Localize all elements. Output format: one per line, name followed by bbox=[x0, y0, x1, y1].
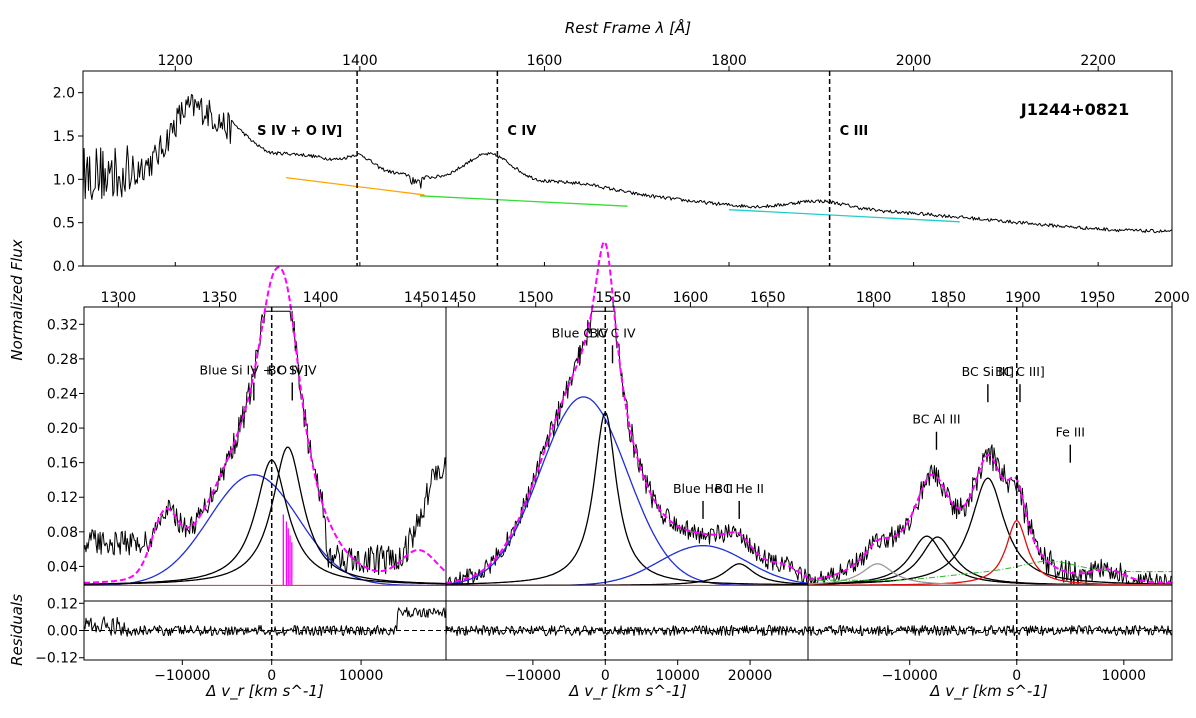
x-axis-title-panel-0: Δ v_r [km s^-1] bbox=[205, 682, 324, 701]
residual-y-tick-label-1: 0.00 bbox=[47, 624, 78, 640]
panel-0-wave-tick-label-1: 1350 bbox=[202, 290, 238, 306]
panel-1-wave-tick-label-3: 1600 bbox=[673, 290, 709, 306]
panel-2-wave-tick-label-1: 1850 bbox=[930, 290, 966, 306]
y-axis-title-flux: Normalized Flux bbox=[8, 239, 26, 360]
panel-1-wave-tick-label-4: 1650 bbox=[750, 290, 786, 306]
top-y-tick-label-2: 1.0 bbox=[53, 172, 75, 188]
panel-2-x-tick-label-1: 0 bbox=[1012, 668, 1021, 684]
panel-2-wave-tick-label-0: 1800 bbox=[856, 290, 892, 306]
panel-2-total-fit bbox=[807, 454, 1172, 584]
top-x-tick-label-4: 2000 bbox=[896, 53, 932, 69]
panel-1-component-1 bbox=[445, 411, 808, 586]
panel-1-annotation-1: BC C IV bbox=[590, 325, 636, 340]
top-y-tick-label-3: 1.5 bbox=[53, 129, 75, 145]
top-y-tick-label-4: 2.0 bbox=[53, 86, 75, 102]
line-label-2: C III bbox=[840, 124, 869, 139]
panel-1-x-tick-label-2: 10000 bbox=[655, 668, 700, 684]
panel-1-x-tick-label-1: 0 bbox=[601, 668, 610, 684]
panel-0-x-tick-label-1: 0 bbox=[267, 668, 276, 684]
panel-1-wave-tick-label-2: 1550 bbox=[595, 290, 631, 306]
continuum-segment-3 bbox=[728, 209, 960, 223]
main-y-tick-label-2: 0.12 bbox=[47, 490, 78, 506]
panel-2-wave-tick-label-3: 1950 bbox=[1080, 290, 1116, 306]
panel-2-component-2 bbox=[808, 477, 1172, 585]
main-y-tick-label-0: 0.04 bbox=[47, 559, 78, 575]
panel-1-spectrum-line bbox=[445, 310, 808, 586]
panel-1-annotation-3: BC He II bbox=[714, 481, 764, 496]
panel-2-annotation-2: BC Al III bbox=[912, 412, 960, 427]
residual-y-tick-label-2: 0.12 bbox=[47, 596, 78, 612]
x-axis-title-panel-2: Δ v_r [km s^-1] bbox=[929, 682, 1048, 701]
top-panel-frame bbox=[82, 70, 1173, 267]
panel-2-feii-template bbox=[808, 560, 1172, 581]
panel-1-x-tick-label-3: 20000 bbox=[728, 668, 773, 684]
panel-0-frame bbox=[83, 306, 447, 602]
object-name: J1244+0821 bbox=[1020, 100, 1129, 119]
panel-1-wave-tick-label-1: 1500 bbox=[518, 290, 554, 306]
panel-1-wave-tick-label-0: 1450 bbox=[441, 290, 477, 306]
panel-0-wave-tick-label-3: 1450 bbox=[404, 290, 440, 306]
panel-0-annotation-1: BC Si IV bbox=[268, 362, 317, 377]
main-y-tick-label-6: 0.28 bbox=[47, 352, 78, 368]
panel-0-spectrum-line bbox=[83, 310, 447, 576]
panel-2-spectrum-line bbox=[807, 444, 1173, 586]
main-y-tick-label-7: 0.32 bbox=[47, 317, 78, 333]
panel-2-residual-line bbox=[807, 624, 1173, 637]
continuum-segment-1 bbox=[285, 176, 425, 196]
panel-0-wave-tick-label-0: 1300 bbox=[101, 290, 137, 306]
panel-1-x-tick-label-0: −10000 bbox=[505, 668, 561, 684]
panel-2-wave-tick-label-4: 2000 bbox=[1154, 290, 1190, 306]
panel-1-annotation-0: Blue C IV bbox=[552, 325, 609, 340]
top-spectrum-line bbox=[82, 94, 1172, 234]
panel-1-frame bbox=[445, 306, 809, 602]
y-axis-title-residuals: Residuals bbox=[8, 594, 26, 666]
top-x-tick-label-5: 2200 bbox=[1080, 53, 1116, 69]
panel-0-x-tick-label-2: 10000 bbox=[339, 668, 384, 684]
panel-2-wave-tick-label-2: 1900 bbox=[1005, 290, 1041, 306]
panel-2-residual-frame bbox=[807, 600, 1173, 661]
line-label-0: S IV + O IV] bbox=[257, 124, 342, 139]
panel-2-annotation-3: Fe III bbox=[1056, 425, 1085, 440]
panel-0-residual-line bbox=[83, 607, 447, 637]
panel-0-annotation-0: Blue Si IV + O IV] bbox=[200, 362, 309, 377]
panel-1-residual-line bbox=[445, 624, 809, 637]
panel-0-component-0 bbox=[83, 474, 446, 587]
top-x-tick-label-1: 1400 bbox=[342, 53, 378, 69]
panel-2-annotation-0: BC Si III] bbox=[962, 364, 1014, 379]
top-y-tick-label-1: 0.5 bbox=[53, 216, 75, 232]
panel-0-x-tick-label-0: −10000 bbox=[154, 668, 210, 684]
panel-0-wave-tick-label-2: 1400 bbox=[303, 290, 339, 306]
panel-1-annotation-2: Blue He II bbox=[673, 481, 733, 496]
main-y-tick-label-5: 0.24 bbox=[47, 386, 78, 402]
x-axis-title-panel-1: Δ v_r [km s^-1] bbox=[568, 682, 687, 701]
main-y-tick-label-4: 0.20 bbox=[47, 421, 78, 437]
main-y-tick-label-3: 0.16 bbox=[47, 456, 78, 472]
panel-0-total-fit bbox=[84, 266, 447, 584]
panel-2-x-tick-label-0: −10000 bbox=[882, 668, 938, 684]
panel-2-x-tick-label-2: 10000 bbox=[1102, 668, 1147, 684]
top-y-tick-label-0: 0.0 bbox=[53, 259, 75, 275]
main-y-tick-label-1: 0.08 bbox=[47, 525, 78, 541]
top-x-tick-label-0: 1200 bbox=[157, 53, 193, 69]
line-label-1: C IV bbox=[507, 124, 536, 139]
top-x-tick-label-2: 1600 bbox=[527, 53, 563, 69]
continuum-segment-2 bbox=[419, 195, 628, 207]
panel-0-component-2 bbox=[84, 446, 446, 585]
panel-1-total-fit bbox=[445, 240, 809, 584]
top-axis-title: Rest Frame λ [Å] bbox=[565, 18, 691, 37]
residual-y-tick-label-0: −0.12 bbox=[35, 651, 78, 667]
top-x-tick-label-3: 1800 bbox=[711, 53, 747, 69]
panel-2-annotation-1: BC C III] bbox=[995, 364, 1045, 379]
